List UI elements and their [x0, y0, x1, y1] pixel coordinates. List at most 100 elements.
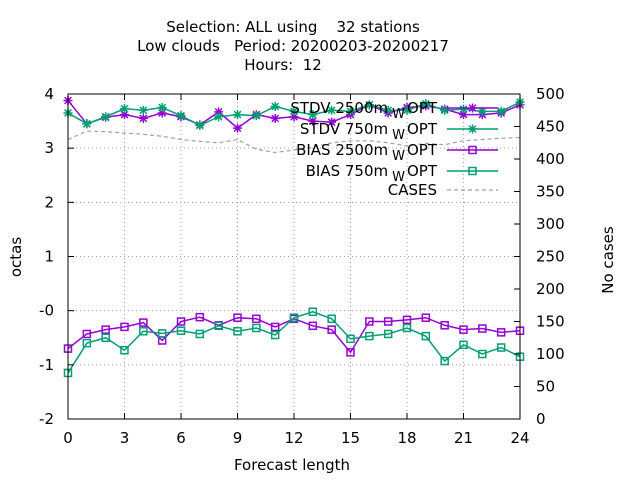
data-point	[270, 101, 280, 111]
y-tick-label: -2	[39, 410, 54, 428]
y-axis-label: octas	[7, 237, 25, 277]
data-point	[327, 117, 337, 127]
data-point	[327, 105, 337, 115]
data-point	[346, 334, 355, 344]
y2-tick-label: 50	[536, 378, 555, 396]
data-point	[421, 313, 431, 322]
legend-label: STDV 2500m W OPT	[290, 99, 438, 122]
data-point	[252, 314, 261, 324]
series-line	[67, 130, 521, 154]
data-point	[214, 112, 224, 122]
series-5	[67, 130, 521, 154]
data-point	[138, 105, 148, 115]
data-point	[308, 110, 318, 120]
y2-tick-label: 250	[536, 248, 565, 266]
data-point	[478, 324, 487, 333]
y2-tick-label: 200	[536, 280, 565, 298]
data-point	[459, 340, 468, 350]
data-point	[402, 105, 412, 115]
y2-tick-label: 350	[536, 183, 565, 201]
data-point	[289, 112, 299, 122]
data-point	[138, 113, 148, 123]
data-point	[365, 331, 374, 341]
data-point	[251, 111, 261, 121]
y2-tick-label: 100	[536, 345, 565, 363]
data-point	[176, 111, 186, 121]
data-point	[176, 317, 186, 326]
data-point	[308, 321, 318, 331]
legend-entry: STDV 2500m W OPT	[290, 99, 498, 122]
grid-lines	[68, 94, 520, 419]
data-point	[346, 348, 355, 357]
series-layer	[63, 96, 525, 378]
legend-label: BIAS 2500m W OPT	[296, 141, 438, 164]
x-tick-label: 21	[454, 429, 473, 447]
legend-marker	[468, 103, 477, 113]
data-point	[157, 103, 167, 113]
y-tick-label: 3	[44, 139, 54, 157]
y-tick-label: -0	[39, 302, 54, 320]
legend-entry: BIAS 2500m W OPT	[296, 141, 498, 164]
y-tick-label: 4	[44, 85, 54, 103]
data-point	[402, 315, 412, 325]
y-tick-label: -1	[39, 356, 54, 374]
data-point	[233, 327, 242, 336]
data-point	[327, 314, 336, 324]
data-point	[440, 321, 449, 330]
x-tick-label: 24	[510, 429, 529, 447]
title-line-2: Low clouds Period: 20200203-20200217	[137, 37, 449, 55]
y-tick-label: 2	[44, 193, 54, 211]
title-line-3: Hours: 12	[244, 56, 322, 74]
data-point	[101, 333, 110, 342]
y2-tick-label: 150	[536, 313, 565, 331]
data-point	[195, 120, 205, 130]
x-tick-label: 9	[233, 429, 243, 447]
data-point	[82, 119, 92, 129]
series-line	[67, 310, 521, 374]
legend-label: CASES	[388, 181, 437, 199]
data-point	[270, 322, 280, 332]
data-point	[233, 110, 242, 120]
data-point	[214, 107, 224, 117]
x-tick-label: 3	[120, 429, 130, 447]
data-point	[270, 330, 280, 340]
y2-tick-label: 0	[536, 410, 546, 428]
axis-ticks: 0 3 6 9 12 15 18 21 24-2-1-012340501001502002503…	[39, 85, 565, 447]
data-point	[364, 100, 374, 110]
data-point	[346, 106, 355, 116]
data-point	[459, 325, 468, 334]
data-point	[289, 313, 299, 322]
y2-tick-label: 450	[536, 118, 565, 136]
data-point	[383, 329, 393, 339]
x-tick-label: 12	[284, 429, 303, 447]
legend-marker	[468, 145, 477, 155]
legend-entry: BIAS 750m W OPT	[306, 162, 498, 185]
data-point	[308, 116, 318, 126]
data-point	[157, 329, 167, 338]
data-point	[421, 331, 431, 341]
y2-tick-label: 500	[536, 85, 565, 103]
data-point	[120, 110, 129, 120]
data-point	[402, 323, 412, 333]
legend-marker	[468, 124, 477, 134]
legend-label: BIAS 750m W OPT	[306, 162, 438, 185]
data-point	[327, 325, 336, 334]
x-tick-label: 15	[341, 429, 360, 447]
data-point	[120, 345, 129, 355]
y2-axis-label: No cases	[599, 226, 617, 294]
y2-tick-label: 400	[536, 150, 565, 168]
data-point	[252, 323, 261, 333]
legend-entry: STDV 750m W OPT	[300, 120, 498, 143]
data-point	[120, 104, 129, 114]
data-point	[139, 327, 148, 336]
x-tick-label: 6	[176, 429, 186, 447]
data-point	[459, 104, 468, 114]
data-point	[421, 99, 431, 109]
data-point	[270, 113, 280, 123]
legend-marker	[468, 166, 477, 176]
data-point	[233, 123, 242, 133]
data-point	[289, 106, 299, 116]
data-point	[214, 321, 223, 331]
